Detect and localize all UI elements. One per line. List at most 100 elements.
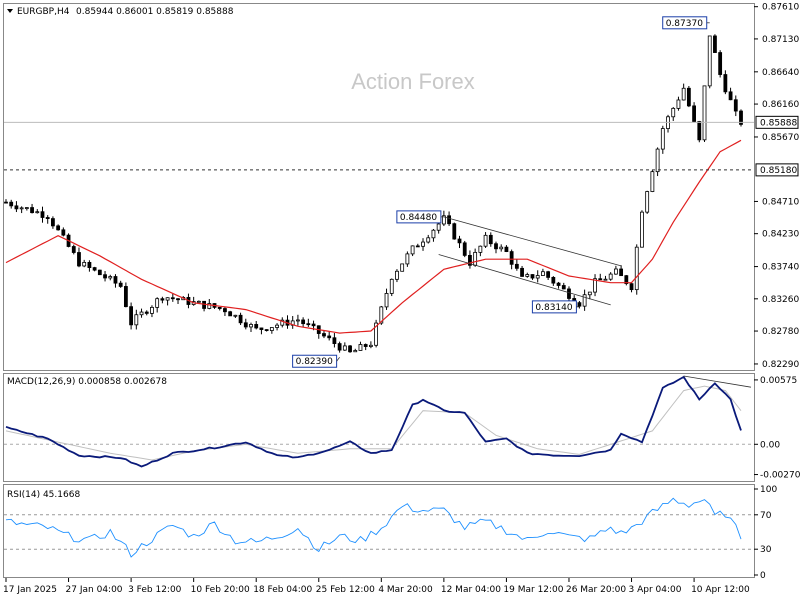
candle-body [525,274,530,277]
candle-body [275,324,279,328]
annotation-pointer [336,357,340,362]
candle-body [541,271,545,276]
time-tick-label: 27 Jan 04:00 [66,585,123,595]
candle-body [228,311,233,317]
candle-body [61,229,66,236]
candle-body [238,314,243,324]
support-level-label: 0.85180 [760,166,797,176]
candle-body [514,263,519,269]
candle-body [196,300,201,303]
price-panel [3,3,755,371]
candle-body [488,234,493,245]
candle-body [374,322,379,346]
candle-body [264,329,269,331]
candle-body [624,275,629,285]
candle-body [123,286,128,308]
rsi-line [4,497,754,558]
candle-body [113,276,118,284]
candle-body [702,85,707,141]
candle-body [551,277,556,284]
candle-body [170,297,175,300]
candle-body [24,207,29,209]
candle-body [655,148,660,173]
candle-body [379,306,384,324]
candle-body [530,274,535,279]
ohlc-text: 0.85944 0.86001 0.85819 0.85888 [76,7,234,17]
price-tick-label: 0.82290 [762,360,799,370]
price-levels: 0.85888 0.85180 [4,115,799,177]
candle-body [269,327,274,331]
watermark: Action Forex [351,69,475,94]
candle-body [676,99,681,109]
candle-body [40,211,45,218]
rsi-tick-label: 30 [760,545,772,555]
time-tick-label: 10 Apr 12:00 [691,585,750,595]
candle-body [723,74,728,93]
candle-body [728,91,733,101]
price-tick-label: 0.82780 [762,327,799,337]
candle-body [51,218,55,227]
candle-body [144,311,149,314]
candle-body [405,253,410,265]
macd-lines [4,375,754,468]
time-tick-label: 17 Jan 2025 [3,585,57,595]
price-tick-label: 0.86640 [762,68,799,78]
candle-body [739,110,743,125]
candle-body [56,225,61,231]
candle-body [280,319,285,326]
time-tick-label: 19 Mar 12:00 [503,585,563,595]
candle-body [598,278,603,281]
rsi-tick-label: 0 [760,571,766,581]
candle-body [301,319,306,325]
candle-body [629,283,634,291]
candle-body [71,246,76,253]
candle-body [478,245,483,253]
moving-average [5,139,742,334]
current-price-box [755,115,799,129]
rsi-tick-label: 70 [760,511,772,521]
ma-series-line [5,139,742,334]
candle-body [587,291,592,296]
candle-body [296,319,300,322]
candle-body [165,297,170,301]
support-level-box [755,163,799,177]
candle-body [561,285,566,290]
candle-body [223,308,227,313]
candle-body [395,270,399,280]
candle-body [426,237,431,243]
candle-body [457,238,462,244]
candle-body [421,241,425,247]
candle-body [322,333,326,337]
candle-body [718,52,723,75]
candle-body [613,268,618,275]
price-tick-label: 0.86160 [762,100,799,110]
price-tick-label: 0.87610 [762,3,799,13]
annotation-label: 0.87370 [666,19,703,29]
candle-body [520,267,524,277]
rsi-title: RSI(14) 45.1668 [7,490,80,500]
candle-body [342,345,347,351]
candle-body [473,251,478,266]
candle-body [619,268,624,277]
candle-body [692,105,696,122]
candle-body [431,229,436,239]
candle-body [14,205,19,210]
candle-body [603,278,608,281]
time-tick-label: 25 Feb 12:00 [316,585,375,595]
header-triangle-icon [7,9,13,13]
macd-tick-label: 0.00575 [760,376,797,386]
symbol-line: EURGBP,H4 [17,7,70,17]
candle-body [139,311,144,316]
time-axis: 17 Jan 2025 27 Jan 04:00 3 Feb 12:00 10 Feb… [3,578,750,595]
candle-body [35,211,40,214]
candle-body [103,274,107,279]
chart-header: EURGBP,H4 0.85944 0.86001 0.85819 0.8588… [7,7,234,17]
candle-body [87,261,92,268]
macd-trendline [683,375,752,388]
candle-body [452,223,457,240]
channel-upper-line [443,216,622,267]
candle-body [415,245,420,248]
candle-body [249,324,253,328]
candle-body [9,201,14,207]
candle-body [108,276,113,279]
